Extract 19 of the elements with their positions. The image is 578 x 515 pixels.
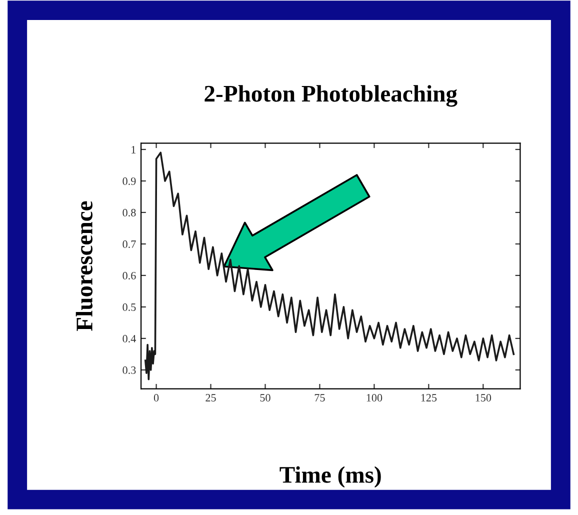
line-series (144, 152, 515, 380)
y-tick-label: 0.4 (122, 334, 136, 342)
y-tick-label: 0.5 (122, 303, 136, 311)
x-tick-label: 50 (260, 394, 270, 402)
x-tick-label: 150 (476, 394, 492, 402)
y-tick-label: 1 (132, 146, 136, 154)
x-tick-label: 0 (154, 394, 159, 402)
x-tick-label: 75 (314, 394, 325, 402)
y-tick-label: 0.6 (122, 272, 136, 280)
y-tick-label: 0.9 (122, 177, 136, 185)
x-tick-label: 100 (366, 394, 382, 402)
x-axis-title: Time (ms) (280, 466, 381, 488)
y-tick-label: 0.3 (122, 366, 136, 374)
y-axis-title: Fluorescence (76, 201, 93, 331)
chart-title: 2-Photon Photobleaching (204, 85, 458, 107)
y-tick-label: 0.7 (122, 240, 136, 248)
x-tick-label: 25 (206, 394, 216, 402)
y-tick-label: 0.8 (122, 208, 136, 216)
x-tick-label: 125 (421, 394, 437, 402)
